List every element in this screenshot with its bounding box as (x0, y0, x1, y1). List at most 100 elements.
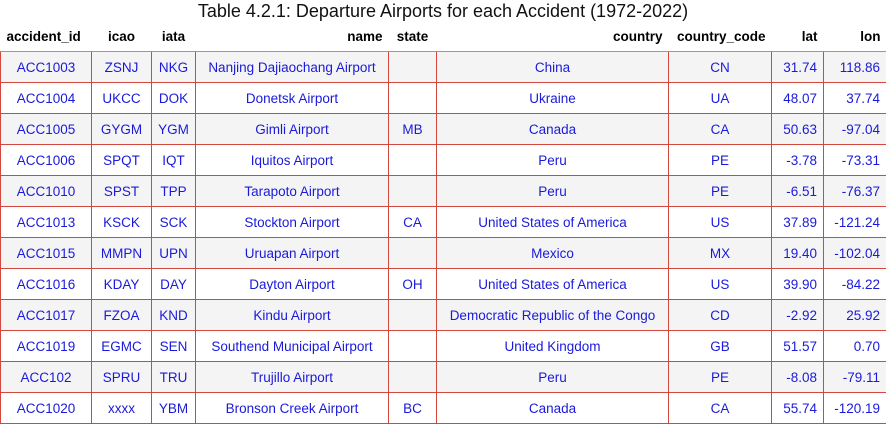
cell-iata: KND (151, 299, 196, 331)
cell-state (388, 51, 437, 83)
cell-country-code: US (668, 268, 772, 300)
cell-state (388, 82, 437, 114)
table-row: ACC1004 UKCC DOK Donetsk Airport Ukraine UA 48… (0, 82, 886, 114)
col-header-state[interactable]: state (388, 22, 437, 52)
table-row: ACC1016 KDAY DAY Dayton Airport OH United Sta… (0, 268, 886, 300)
cell-iata: DAY (151, 268, 196, 300)
cell-lon: 25.92 (823, 299, 886, 331)
cell-country: United States of America (436, 268, 669, 300)
cell-name: Southend Municipal Airport (195, 330, 389, 362)
cell-accident-id: ACC1006 (0, 144, 92, 176)
cell-country: United States of America (436, 206, 669, 238)
cell-accident-id: ACC1020 (0, 392, 92, 424)
cell-icao: KSCK (91, 206, 152, 238)
cell-country-code: CD (668, 299, 772, 331)
cell-icao: SPQT (91, 144, 152, 176)
cell-state (388, 175, 437, 207)
cell-country: Canada (436, 392, 669, 424)
cell-iata: YGM (151, 113, 196, 145)
col-header-lat[interactable]: lat (771, 22, 824, 52)
cell-lat: -8.08 (771, 361, 824, 393)
cell-iata: DOK (151, 82, 196, 114)
cell-state: BC (388, 392, 437, 424)
cell-iata: UPN (151, 237, 196, 269)
cell-lon: -73.31 (823, 144, 886, 176)
cell-lon: -102.04 (823, 237, 886, 269)
cell-country-code: GB (668, 330, 772, 362)
cell-lat: 31.74 (771, 51, 824, 83)
cell-lon: 118.86 (823, 51, 886, 83)
table-caption: Table 4.2.1: Departure Airports for each… (197, 1, 689, 21)
cell-icao: GYGM (91, 113, 152, 145)
cell-icao: SPRU (91, 361, 152, 393)
cell-country-code: PE (668, 175, 772, 207)
cell-lon: -79.11 (823, 361, 886, 393)
cell-lon: -121.24 (823, 206, 886, 238)
cell-country-code: CN (668, 51, 772, 83)
cell-icao: EGMC (91, 330, 152, 362)
cell-accident-id: ACC1016 (0, 268, 92, 300)
cell-state (388, 237, 437, 269)
cell-lat: 48.07 (771, 82, 824, 114)
cell-iata: IQT (151, 144, 196, 176)
cell-accident-id: ACC1017 (0, 299, 92, 331)
cell-state: OH (388, 268, 437, 300)
cell-icao: xxxx (91, 392, 152, 424)
cell-state: MB (388, 113, 437, 145)
cell-country: Peru (436, 175, 669, 207)
cell-name: Nanjing Dajiaochang Airport (195, 51, 389, 83)
col-header-accident-id[interactable]: accident_id (0, 22, 92, 52)
cell-iata: SCK (151, 206, 196, 238)
cell-country: United Kingdom (436, 330, 669, 362)
cell-lat: -2.92 (771, 299, 824, 331)
cell-lon: -84.22 (823, 268, 886, 300)
cell-icao: SPST (91, 175, 152, 207)
table-row: ACC1003 ZSNJ NKG Nanjing Dajiaochang Airpor… (0, 51, 886, 83)
cell-accident-id: ACC1015 (0, 237, 92, 269)
table-row: ACC1019 EGMC SEN Southend Municipal Airport… (0, 330, 886, 362)
cell-name: Uruapan Airport (195, 237, 389, 269)
table-row: ACC1020 xxxx YBM Bronson Creek Airport BC Can… (0, 392, 886, 424)
cell-country-code: PE (668, 361, 772, 393)
cell-name: Trujillo Airport (195, 361, 389, 393)
cell-icao: KDAY (91, 268, 152, 300)
cell-lat: 50.63 (771, 113, 824, 145)
col-header-name[interactable]: name (195, 22, 389, 52)
cell-iata: NKG (151, 51, 196, 83)
cell-lon: 37.74 (823, 82, 886, 114)
table-row: ACC1015 MMPN UPN Uruapan Airport Mexico MX 19.… (0, 237, 886, 269)
cell-name: Gimli Airport (195, 113, 389, 145)
cell-name: Iquitos Airport (195, 144, 389, 176)
cell-iata: TPP (151, 175, 196, 207)
cell-country: Mexico (436, 237, 669, 269)
table-row: ACC1010 SPST TPP Tarapoto Airport Peru PE -6.5… (0, 175, 886, 207)
cell-lon: -120.19 (823, 392, 886, 424)
table-row: ACC102 SPRU TRU Trujillo Airport Peru PE -8.08… (0, 361, 886, 393)
cell-country: Canada (436, 113, 669, 145)
cell-country-code: US (668, 206, 772, 238)
table-body: ACC1003 ZSNJ NKG Nanjing Dajiaochang Airpor… (0, 51, 886, 424)
col-header-country[interactable]: country (436, 22, 669, 52)
departure-airports-table: accident_id icao iata name state country… (0, 22, 886, 424)
col-header-lon[interactable]: lon (823, 22, 886, 52)
cell-country: Democratic Republic of the Congo (436, 299, 669, 331)
cell-icao: UKCC (91, 82, 152, 114)
cell-lon: 0.70 (823, 330, 886, 362)
cell-country-code: MX (668, 237, 772, 269)
cell-state (388, 144, 437, 176)
cell-accident-id: ACC1013 (0, 206, 92, 238)
table-row: ACC1006 SPQT IQT Iquitos Airport Peru PE -3.78… (0, 144, 886, 176)
cell-accident-id: ACC102 (0, 361, 92, 393)
cell-name: Bronson Creek Airport (195, 392, 389, 424)
col-header-icao[interactable]: icao (91, 22, 152, 52)
col-header-iata[interactable]: iata (151, 22, 196, 52)
cell-lon: -76.37 (823, 175, 886, 207)
cell-country: Peru (436, 144, 669, 176)
cell-icao: ZSNJ (91, 51, 152, 83)
header-row: accident_id icao iata name state country… (0, 22, 886, 52)
cell-name: Donetsk Airport (195, 82, 389, 114)
col-header-country-code[interactable]: country_code (668, 22, 772, 52)
cell-country-code: UA (668, 82, 772, 114)
cell-country: Ukraine (436, 82, 669, 114)
cell-state (388, 330, 437, 362)
